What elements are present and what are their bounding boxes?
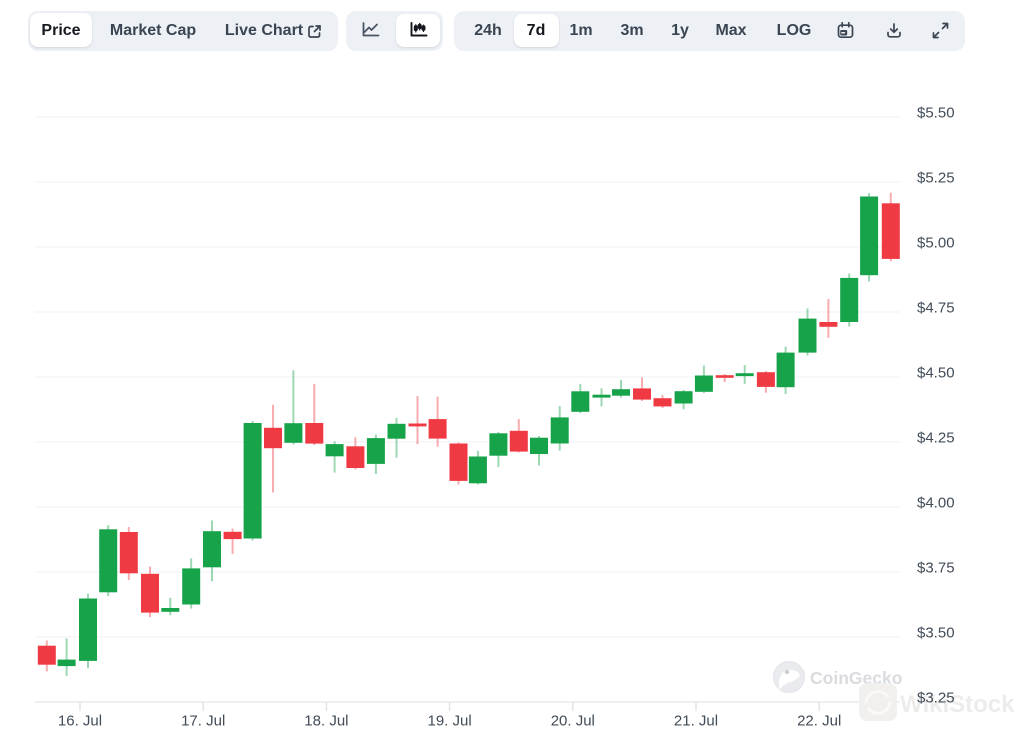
svg-text:$4.75: $4.75 (917, 300, 955, 317)
svg-text:21. Jul: 21. Jul (674, 713, 718, 730)
svg-text:16. Jul: 16. Jul (58, 713, 102, 730)
svg-text:$5.25: $5.25 (917, 170, 955, 187)
svg-text:19. Jul: 19. Jul (427, 713, 471, 730)
svg-text:$3.25: $3.25 (917, 690, 955, 707)
svg-text:WikiStock: WikiStock (900, 691, 1015, 718)
svg-text:$4.25: $4.25 (917, 430, 955, 447)
svg-text:$3.75: $3.75 (917, 560, 955, 577)
svg-text:$4.00: $4.00 (917, 495, 955, 512)
svg-text:20. Jul: 20. Jul (551, 713, 595, 730)
svg-text:17. Jul: 17. Jul (181, 713, 225, 730)
svg-text:$5.00: $5.00 (917, 235, 955, 252)
svg-text:$5.50: $5.50 (917, 105, 955, 122)
svg-text:$3.50: $3.50 (917, 625, 955, 642)
svg-text:18. Jul: 18. Jul (304, 713, 348, 730)
svg-text:$4.50: $4.50 (917, 365, 955, 382)
svg-text:22. Jul: 22. Jul (797, 713, 841, 730)
